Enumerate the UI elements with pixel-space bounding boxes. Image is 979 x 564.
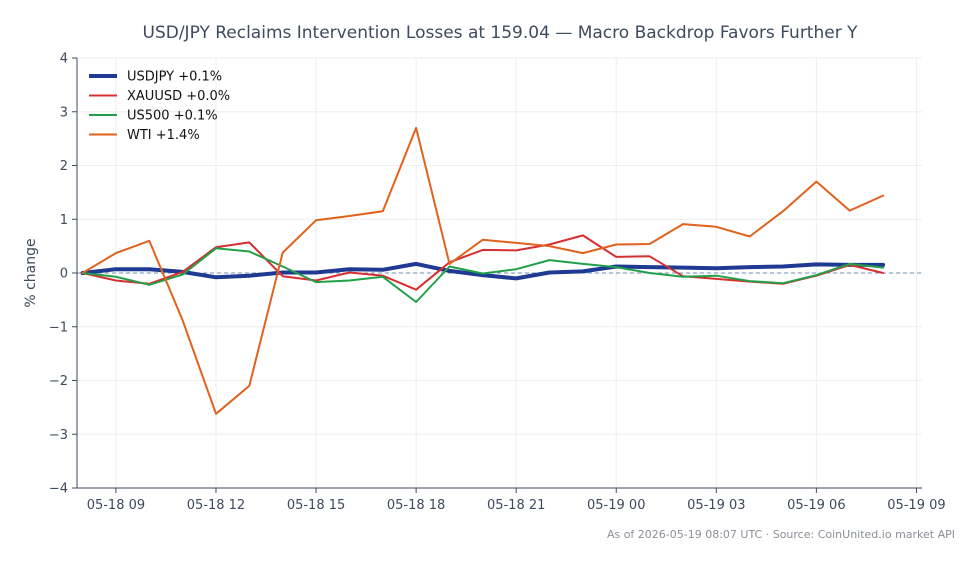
- y-tick-label: 2: [60, 159, 68, 174]
- y-tick-label: 0: [60, 267, 68, 282]
- x-tick-label: 05-18 09: [87, 498, 145, 513]
- x-tick-label: 05-19 00: [587, 498, 645, 513]
- x-tick-label: 05-18 12: [187, 498, 245, 513]
- chart-title: USD/JPY Reclaims Intervention Losses at …: [143, 23, 859, 43]
- series-line-0: [80, 261, 886, 281]
- y-ticks: −4 −3 −2 −1 0 1 2 3 4: [49, 52, 77, 497]
- x-tick-label: 05-19 09: [887, 498, 945, 513]
- series-line-3: [81, 126, 885, 415]
- x-tick-label: 05-19 06: [787, 498, 845, 513]
- legend-label-1: XAUUSD +0.0%: [127, 89, 230, 104]
- legend-label-2: US500 +0.1%: [127, 109, 218, 124]
- y-axis-label: % change: [23, 238, 39, 307]
- x-tick-label: 05-19 03: [687, 498, 745, 513]
- series-line-2: [81, 247, 885, 303]
- x-tick-label: 05-18 15: [287, 498, 345, 513]
- x-tick-label: 05-18 18: [387, 498, 445, 513]
- y-tick-label: 3: [60, 105, 68, 120]
- y-tick-label: −2: [49, 374, 68, 389]
- series-layer: [80, 126, 886, 415]
- x-tick-label: 05-18 21: [487, 498, 545, 513]
- source-note: As of 2026-05-19 08:07 UTC · Source: Coi…: [607, 528, 955, 541]
- y-tick-label: −4: [49, 482, 68, 497]
- y-tick-label: −3: [49, 428, 68, 443]
- y-tick-label: 4: [60, 52, 68, 67]
- legend-label-0: USDJPY +0.1%: [127, 70, 222, 85]
- legend: USDJPY +0.1% XAUUSD +0.0% US500 +0.1% WTI +…: [89, 70, 230, 143]
- y-tick-label: 1: [60, 213, 68, 228]
- legend-label-3: WTI +1.4%: [127, 128, 200, 143]
- y-tick-label: −1: [49, 320, 68, 335]
- x-ticks: 05-18 09 05-18 12 05-18 15 05-18 18 05-18 21…: [87, 488, 946, 513]
